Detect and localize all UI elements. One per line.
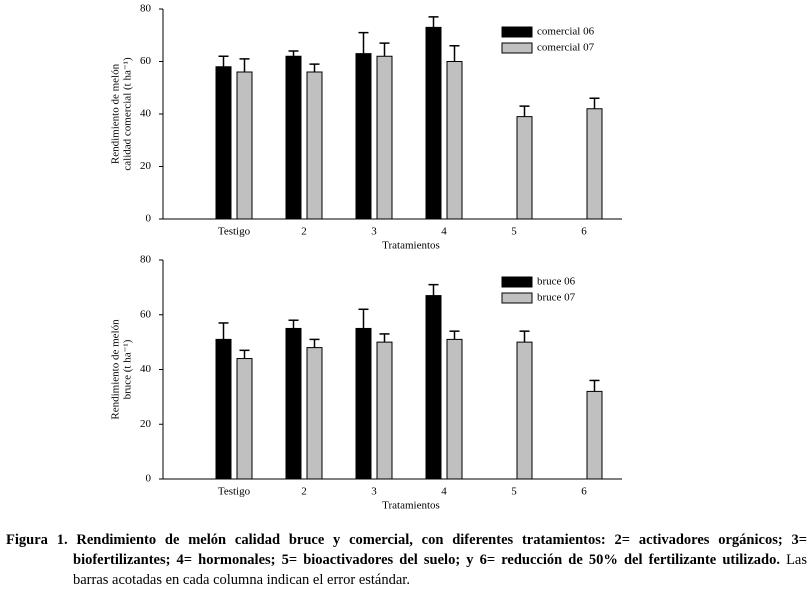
bar <box>446 338 463 480</box>
bar <box>376 341 393 480</box>
bar <box>425 26 442 220</box>
legend-label: comercial 06 <box>537 26 595 38</box>
bar <box>285 327 302 480</box>
x-axis-label: Tratamientos <box>382 240 440 252</box>
bar <box>236 71 253 220</box>
bar <box>355 327 372 480</box>
legend-label: bruce 07 <box>537 292 576 304</box>
y-axis-label: Rendimiento de melón <box>110 63 122 164</box>
x-axis-label: Tratamientos <box>382 500 440 512</box>
bar <box>376 55 393 220</box>
x-tick-label: 5 <box>511 486 517 498</box>
x-tick-label: 6 <box>581 486 587 498</box>
bar <box>306 71 323 220</box>
x-tick-label: 5 <box>511 226 517 238</box>
y-tick-label: 20 <box>140 418 152 430</box>
y-tick-label: 20 <box>140 160 152 172</box>
y-tick-label: 40 <box>140 363 152 375</box>
y-tick-label: 0 <box>146 473 152 485</box>
x-tick-label: 4 <box>441 226 447 238</box>
bar <box>306 347 323 480</box>
bar <box>215 338 232 480</box>
bar <box>516 116 533 220</box>
legend-swatch <box>501 292 533 304</box>
bar <box>355 53 372 220</box>
y-axis-label: calidad comercial (t ha⁻¹) <box>122 57 134 171</box>
bar <box>285 55 302 220</box>
bar <box>215 66 232 220</box>
legend-label: bruce 06 <box>537 276 576 288</box>
bar <box>586 108 603 220</box>
y-tick-label: 80 <box>140 3 152 15</box>
x-tick-label: Testigo <box>218 486 251 498</box>
caption-text: Las barras acotadas en cada columna indi… <box>73 552 807 588</box>
y-tick-label: 60 <box>140 308 152 320</box>
legend-swatch <box>501 26 533 38</box>
legend-swatch <box>501 42 533 54</box>
x-tick-label: 6 <box>581 226 587 238</box>
x-tick-label: 4 <box>441 486 447 498</box>
x-tick-label: 2 <box>301 486 307 498</box>
caption: Figura 1. Rendimiento de melón calidad b… <box>6 530 807 590</box>
y-axis-label: bruce (t ha⁻¹) <box>122 339 134 399</box>
x-tick-label: 3 <box>371 486 377 498</box>
legend-swatch <box>501 276 533 288</box>
y-tick-label: 0 <box>146 213 152 225</box>
legend-label: comercial 07 <box>537 42 595 54</box>
x-tick-label: 2 <box>301 226 307 238</box>
y-tick-label: 40 <box>140 108 152 120</box>
bar <box>446 61 463 220</box>
x-tick-label: Testigo <box>218 226 251 238</box>
bar <box>425 295 442 480</box>
bar <box>586 390 603 480</box>
caption-bold: Figura 1. Rendimiento de melón calidad b… <box>6 532 807 568</box>
bar <box>236 358 253 480</box>
y-tick-label: 60 <box>140 55 152 67</box>
y-tick-label: 80 <box>140 254 152 266</box>
x-tick-label: 3 <box>371 226 377 238</box>
y-axis-label: Rendimiento de melón <box>110 319 122 420</box>
bar <box>516 341 533 480</box>
